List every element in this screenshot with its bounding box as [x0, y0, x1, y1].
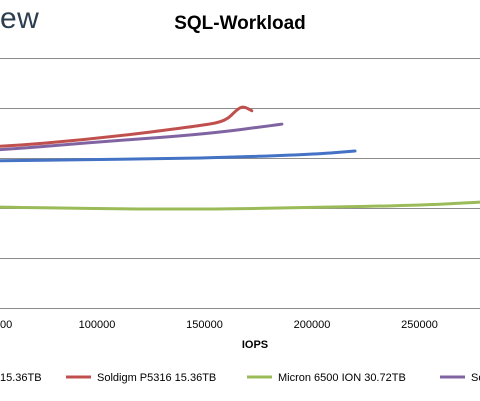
- series-line-0: [0, 149, 357, 163]
- gridlines: [0, 58, 480, 309]
- series-lines: [0, 105, 480, 211]
- legend-label: So: [471, 372, 480, 384]
- brand-logo-text: ew: [0, 2, 40, 35]
- x-axis-label: IOPS: [242, 339, 268, 351]
- x-tick-label: 100000: [79, 319, 116, 331]
- series-line-2: [0, 200, 480, 211]
- legend: 15.36TB Soldigm P5316 15.36TB Micron 6500 …: [0, 372, 480, 384]
- series-line-1: [0, 105, 254, 148]
- legend-label: Micron 6500 ION 30.72TB: [278, 372, 406, 384]
- x-tick-label: 250000: [401, 319, 438, 331]
- series-line-3: [0, 122, 284, 152]
- x-tick-label: 00: [0, 319, 12, 331]
- x-tick-labels: 00 100000 150000 200000 250000: [0, 319, 438, 331]
- x-tick-label: 200000: [294, 319, 331, 331]
- x-tick-label: 150000: [186, 319, 223, 331]
- chart-title: SQL-Workload: [174, 13, 306, 34]
- legend-label: 15.36TB: [0, 372, 42, 384]
- legend-label: Soldigm P5316 15.36TB: [97, 372, 216, 384]
